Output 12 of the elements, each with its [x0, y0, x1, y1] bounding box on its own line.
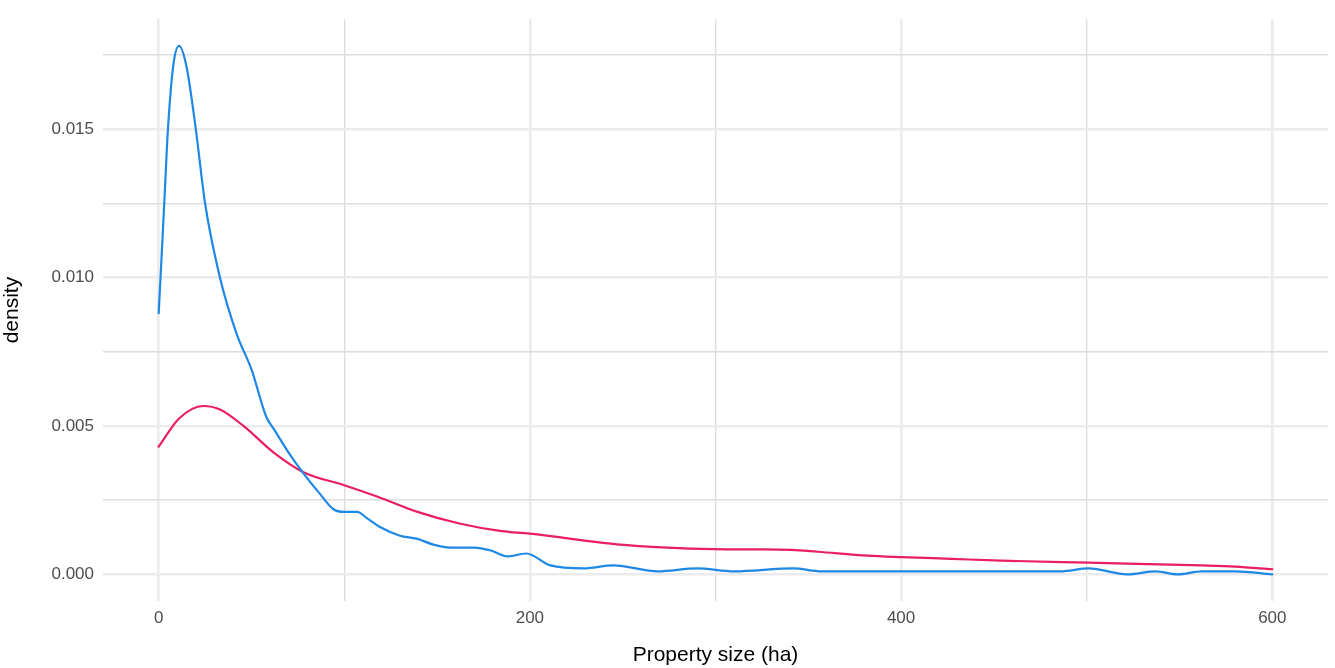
x-tick-label: 400 [886, 607, 916, 627]
y-tick-label: 0.010 [51, 267, 94, 287]
x-tick-label: 200 [515, 607, 545, 627]
y-tick-label: 0.015 [51, 118, 94, 138]
x-tick-label: 600 [1258, 607, 1287, 627]
y-tick-label: 0.005 [51, 415, 94, 435]
y-tick-label: 0.000 [51, 563, 94, 583]
line-series [157, 404, 1274, 571]
x-axis-title: Property size (ha) [632, 642, 799, 666]
line-series [157, 44, 1274, 576]
x-tick-label: 0 [153, 607, 164, 627]
y-axis-title: density [0, 276, 23, 344]
